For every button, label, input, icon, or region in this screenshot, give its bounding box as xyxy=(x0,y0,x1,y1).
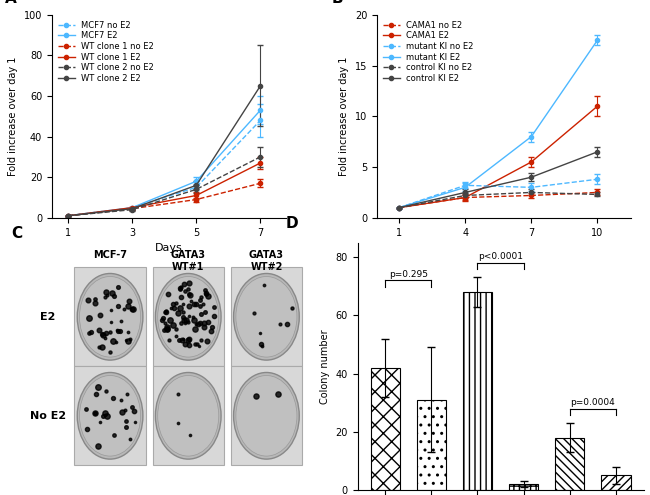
Text: C: C xyxy=(11,226,22,241)
X-axis label: Days: Days xyxy=(490,243,517,253)
Bar xyxy=(370,368,400,490)
Bar xyxy=(231,267,302,366)
Text: E2: E2 xyxy=(40,312,56,322)
Ellipse shape xyxy=(155,273,221,360)
Text: MCF-7: MCF-7 xyxy=(93,250,127,260)
Text: D: D xyxy=(286,216,298,231)
Y-axis label: Colony number: Colony number xyxy=(320,329,330,403)
Ellipse shape xyxy=(158,277,219,357)
Text: p=0.295: p=0.295 xyxy=(389,270,428,279)
Bar xyxy=(554,438,584,490)
Bar xyxy=(153,267,224,366)
Text: B: B xyxy=(332,0,343,5)
Legend: MCF7 no E2, MCF7 E2, WT clone 1 no E2, WT clone 1 E2, WT clone 2 no E2, WT clone: MCF7 no E2, MCF7 E2, WT clone 1 no E2, W… xyxy=(56,19,155,85)
Ellipse shape xyxy=(155,372,221,459)
Bar xyxy=(601,476,630,490)
Ellipse shape xyxy=(158,376,219,456)
Ellipse shape xyxy=(79,277,140,357)
X-axis label: Days: Days xyxy=(155,243,183,253)
Bar xyxy=(231,366,302,465)
Ellipse shape xyxy=(77,372,143,459)
Ellipse shape xyxy=(236,277,297,357)
Legend: CAMA1 no E2, CAMA1 E2, mutant KI no E2, mutant KI E2, control KI no E2, control : CAMA1 no E2, CAMA1 E2, mutant KI no E2, … xyxy=(381,19,475,85)
Ellipse shape xyxy=(77,273,143,360)
Ellipse shape xyxy=(233,372,299,459)
Ellipse shape xyxy=(233,273,299,360)
Bar xyxy=(417,400,447,490)
Text: A: A xyxy=(5,0,17,5)
Bar xyxy=(508,484,538,490)
Ellipse shape xyxy=(79,376,140,456)
Text: p<0.0001: p<0.0001 xyxy=(478,252,523,261)
Ellipse shape xyxy=(236,376,297,456)
Y-axis label: Fold increase over day 1: Fold increase over day 1 xyxy=(8,56,18,176)
Text: p=0.0004: p=0.0004 xyxy=(570,397,615,407)
Bar xyxy=(463,292,493,490)
Bar xyxy=(153,366,224,465)
Text: GATA3
WT#1: GATA3 WT#1 xyxy=(171,250,206,272)
Bar xyxy=(74,366,146,465)
Text: No E2: No E2 xyxy=(30,411,66,421)
Text: GATA3
WT#2: GATA3 WT#2 xyxy=(249,250,284,272)
Bar xyxy=(74,267,146,366)
Y-axis label: Fold increase over day 1: Fold increase over day 1 xyxy=(339,56,349,176)
